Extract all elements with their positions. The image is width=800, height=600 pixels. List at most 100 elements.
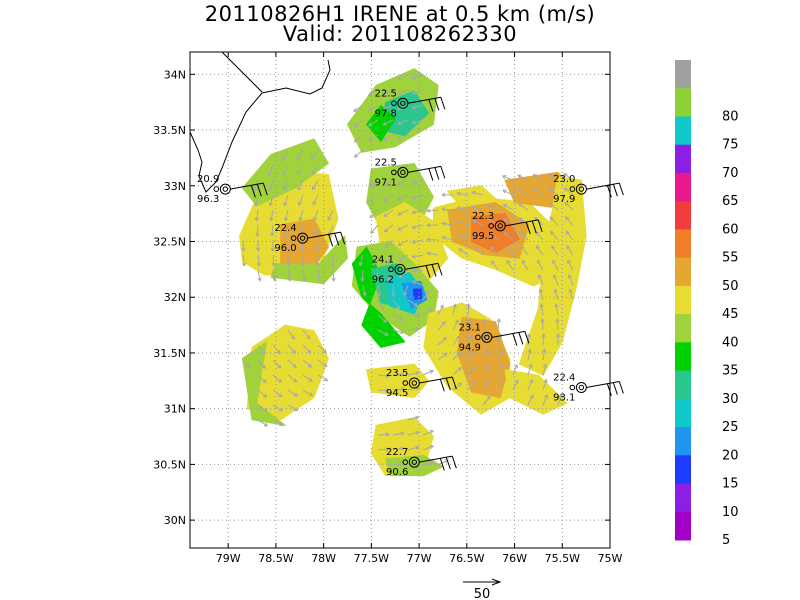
station-temperature: 22.3 <box>472 211 494 222</box>
wind-barb-staff <box>419 455 453 463</box>
wind-barb-feather <box>606 383 612 396</box>
wind-vector <box>412 254 424 258</box>
lat-tick-label: 33.5N <box>153 124 186 137</box>
wind-vector-head <box>429 460 435 465</box>
wind-vector-head <box>517 174 522 179</box>
wind-vector <box>422 430 434 436</box>
wind-vector-head <box>330 262 335 268</box>
wind-vector <box>353 119 364 127</box>
wind-vector <box>422 308 433 316</box>
wind-vector <box>377 433 390 436</box>
wind-vector <box>412 209 424 214</box>
station-marker <box>411 459 418 465</box>
station-plot: 23.0 97.9 <box>553 174 624 205</box>
wind-vector-head <box>488 232 493 237</box>
wind-vector <box>317 344 327 353</box>
colorbar-swatch <box>675 511 691 541</box>
wind-vector <box>533 174 544 181</box>
lon-tick-label: 75.5W <box>545 552 580 565</box>
wind-vector-head <box>529 378 534 384</box>
wind-vector-head <box>441 221 446 226</box>
wind-vector-head <box>241 262 247 267</box>
wind-barb-staff <box>586 182 620 190</box>
wind-vector <box>518 203 529 211</box>
wind-vector-head <box>469 334 474 339</box>
wind-vector <box>287 329 295 340</box>
wind-vector-head <box>499 364 504 369</box>
wind-vector-head <box>548 202 554 207</box>
station-marker <box>497 223 503 229</box>
wind-vector-head <box>429 429 435 435</box>
wind-vector-head <box>542 363 548 368</box>
wind-vector-head <box>278 393 283 398</box>
wind-vector <box>427 252 439 256</box>
wind-vector <box>412 119 424 124</box>
wind-vector <box>382 119 394 126</box>
wind-vector-head <box>277 378 283 383</box>
wind-vector <box>482 319 486 331</box>
wind-vector-head <box>306 335 311 340</box>
wind-vector-head <box>382 91 387 96</box>
station-temperature: 22.4 <box>274 223 296 234</box>
wind-vector-head <box>367 137 373 142</box>
wind-vector <box>383 194 394 202</box>
wind-vector-head <box>537 259 541 264</box>
wind-band <box>504 369 568 415</box>
wind-vector <box>467 350 475 361</box>
wind-vector <box>369 209 379 219</box>
wind-vector-head <box>309 392 314 396</box>
wind-vector-head <box>272 277 277 282</box>
wind-vector <box>564 202 574 211</box>
wind-vector <box>384 239 394 248</box>
colorbar-label: 30 <box>722 392 739 407</box>
wind-vector-head <box>263 422 269 427</box>
wind-vector-head <box>413 302 419 307</box>
wind-vector-head <box>542 348 547 353</box>
wind-vector-head <box>532 188 538 193</box>
wind-vector-head <box>520 245 525 250</box>
wind-vector-head <box>298 201 303 207</box>
wind-vector-head <box>487 218 493 223</box>
wind-vector-head <box>287 277 292 282</box>
wind-vector <box>392 447 404 451</box>
wind-vector <box>452 335 460 346</box>
wind-vector-head <box>261 364 267 369</box>
wind-vector <box>548 188 559 196</box>
wind-barb-feather <box>434 98 440 111</box>
wind-vector-head <box>382 182 388 187</box>
wind-vector <box>556 318 559 331</box>
wind-vector <box>311 164 319 175</box>
wind-vector-head <box>269 232 275 237</box>
wind-vector-head <box>506 259 511 265</box>
station-marker <box>578 384 585 391</box>
wind-vector <box>301 239 304 251</box>
wind-vector-head <box>517 189 522 193</box>
wind-vector <box>302 359 312 368</box>
colorbar-swatch <box>675 201 691 230</box>
wind-vector-head <box>331 277 336 283</box>
wind-vector <box>353 104 364 112</box>
wind-vector-head <box>471 365 476 370</box>
wind-vector <box>457 192 469 196</box>
wind-vector <box>505 246 514 256</box>
wind-vector-head <box>496 317 501 323</box>
wind-barb-feather <box>451 376 457 390</box>
wind-vector <box>403 284 409 296</box>
station-pressure: 97.9 <box>553 194 575 205</box>
station-temperature: 20.9 <box>197 174 219 185</box>
station-pressure: 97.1 <box>375 177 397 188</box>
wind-vector <box>397 209 409 216</box>
wind-vector <box>437 321 446 331</box>
wind-barb-staff <box>586 381 620 388</box>
valid-time: Valid: 201108262330 <box>282 22 518 46</box>
wind-vector-head <box>442 337 448 342</box>
map-frame <box>189 51 611 549</box>
wind-vector-head <box>529 394 534 399</box>
colorbar-label: 15 <box>722 477 739 492</box>
wind-vector-head <box>283 201 288 207</box>
lat-tick-label: 32N <box>164 291 186 304</box>
wind-barb-feather <box>445 457 451 470</box>
wind-vector <box>407 416 419 421</box>
wind-vector <box>474 247 484 256</box>
wind-vector <box>527 349 531 361</box>
